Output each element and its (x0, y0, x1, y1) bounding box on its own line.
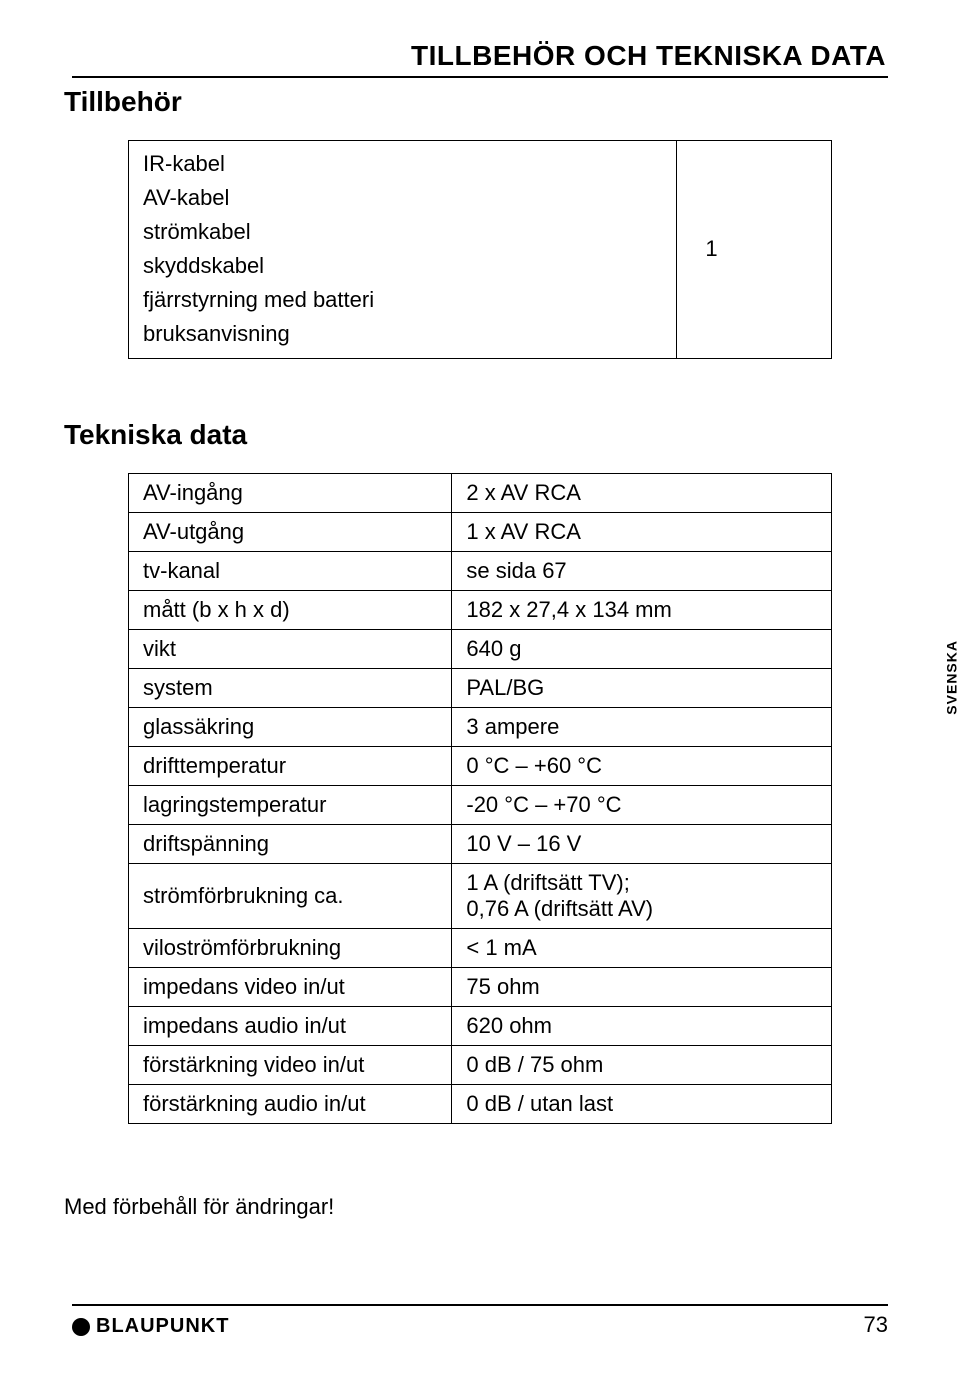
spec-value: PAL/BG (452, 668, 832, 707)
list-item: IR-kabel (143, 147, 662, 181)
list-item: fjärrstyrning med batteri (143, 283, 662, 317)
table-row: förstärkning video in/ut0 dB / 75 ohm (129, 1045, 832, 1084)
accessories-qty-cell: 1 (677, 141, 832, 359)
spec-label: viloströmförbrukning (129, 928, 452, 967)
table-row: vikt640 g (129, 629, 832, 668)
accessories-items-cell: IR-kabel AV-kabel strömkabel skyddskabel… (129, 141, 677, 359)
spec-label: drifttemperatur (129, 746, 452, 785)
spec-value: 0 °C – +60 °C (452, 746, 832, 785)
spec-label: AV-ingång (129, 473, 452, 512)
footer-row: BLAUPUNKT 73 (72, 1312, 888, 1338)
list-item: strömkabel (143, 215, 662, 249)
header-rule (72, 76, 888, 78)
techdata-table-wrap: AV-ingång2 x AV RCAAV-utgång1 x AV RCAtv… (128, 473, 832, 1124)
table-row: tv-kanalse sida 67 (129, 551, 832, 590)
spec-value: 1 x AV RCA (452, 512, 832, 551)
spec-value: 1 A (driftsätt TV); 0,76 A (driftsätt AV… (452, 863, 832, 928)
spec-label: förstärkning video in/ut (129, 1045, 452, 1084)
spec-label: tv-kanal (129, 551, 452, 590)
page-header-title: TILLBEHÖR OCH TEKNISKA DATA (72, 40, 886, 72)
accessories-table-wrap: IR-kabel AV-kabel strömkabel skyddskabel… (128, 140, 832, 359)
spec-value: 0 dB / 75 ohm (452, 1045, 832, 1084)
spec-value: 3 ampere (452, 707, 832, 746)
spec-label: lagringstemperatur (129, 785, 452, 824)
spec-value: 182 x 27,4 x 134 mm (452, 590, 832, 629)
table-row: impedans audio in/ut620 ohm (129, 1006, 832, 1045)
list-item: AV-kabel (143, 181, 662, 215)
table-row: AV-utgång1 x AV RCA (129, 512, 832, 551)
spec-value: 620 ohm (452, 1006, 832, 1045)
page-number: 73 (864, 1312, 888, 1338)
table-row: lagringstemperatur-20 °C – +70 °C (129, 785, 832, 824)
spec-label: mått (b x h x d) (129, 590, 452, 629)
spec-label: vikt (129, 629, 452, 668)
spec-label: AV-utgång (129, 512, 452, 551)
table-row: strömförbrukning ca.1 A (driftsätt TV); … (129, 863, 832, 928)
table-row: viloströmförbrukning< 1 mA (129, 928, 832, 967)
language-side-label: SVENSKA (944, 640, 960, 715)
footer-bar: BLAUPUNKT 73 (72, 1304, 888, 1338)
spec-label: strömförbrukning ca. (129, 863, 452, 928)
brand-logo: BLAUPUNKT (72, 1315, 229, 1338)
spec-value: 75 ohm (452, 967, 832, 1006)
spec-value: 640 g (452, 629, 832, 668)
table-row: AV-ingång2 x AV RCA (129, 473, 832, 512)
section-heading-techdata: Tekniska data (64, 419, 888, 451)
footer-rule (72, 1304, 888, 1306)
brand-dot-icon (72, 1318, 90, 1336)
spec-value: 0 dB / utan last (452, 1084, 832, 1123)
spec-label: impedans audio in/ut (129, 1006, 452, 1045)
spec-value: 10 V – 16 V (452, 824, 832, 863)
table-row: impedans video in/ut75 ohm (129, 967, 832, 1006)
spec-value: se sida 67 (452, 551, 832, 590)
spec-label: glassäkring (129, 707, 452, 746)
spec-label: impedans video in/ut (129, 967, 452, 1006)
footer-note: Med förbehåll för ändringar! (64, 1194, 888, 1220)
table-row: driftspänning10 V – 16 V (129, 824, 832, 863)
brand-text: BLAUPUNKT (96, 1315, 229, 1338)
table-row: drifttemperatur0 °C – +60 °C (129, 746, 832, 785)
spec-value: 2 x AV RCA (452, 473, 832, 512)
section-heading-accessories: Tillbehör (64, 86, 888, 118)
spec-value: -20 °C – +70 °C (452, 785, 832, 824)
table-row: IR-kabel AV-kabel strömkabel skyddskabel… (129, 141, 832, 359)
list-item: bruksanvisning (143, 317, 662, 351)
table-row: mått (b x h x d)182 x 27,4 x 134 mm (129, 590, 832, 629)
spec-label: system (129, 668, 452, 707)
spec-label: driftspänning (129, 824, 452, 863)
techdata-table: AV-ingång2 x AV RCAAV-utgång1 x AV RCAtv… (128, 473, 832, 1124)
table-row: glassäkring3 ampere (129, 707, 832, 746)
table-row: systemPAL/BG (129, 668, 832, 707)
table-row: förstärkning audio in/ut0 dB / utan last (129, 1084, 832, 1123)
spec-label: förstärkning audio in/ut (129, 1084, 452, 1123)
accessories-table: IR-kabel AV-kabel strömkabel skyddskabel… (128, 140, 832, 359)
list-item: skyddskabel (143, 249, 662, 283)
spec-value: < 1 mA (452, 928, 832, 967)
